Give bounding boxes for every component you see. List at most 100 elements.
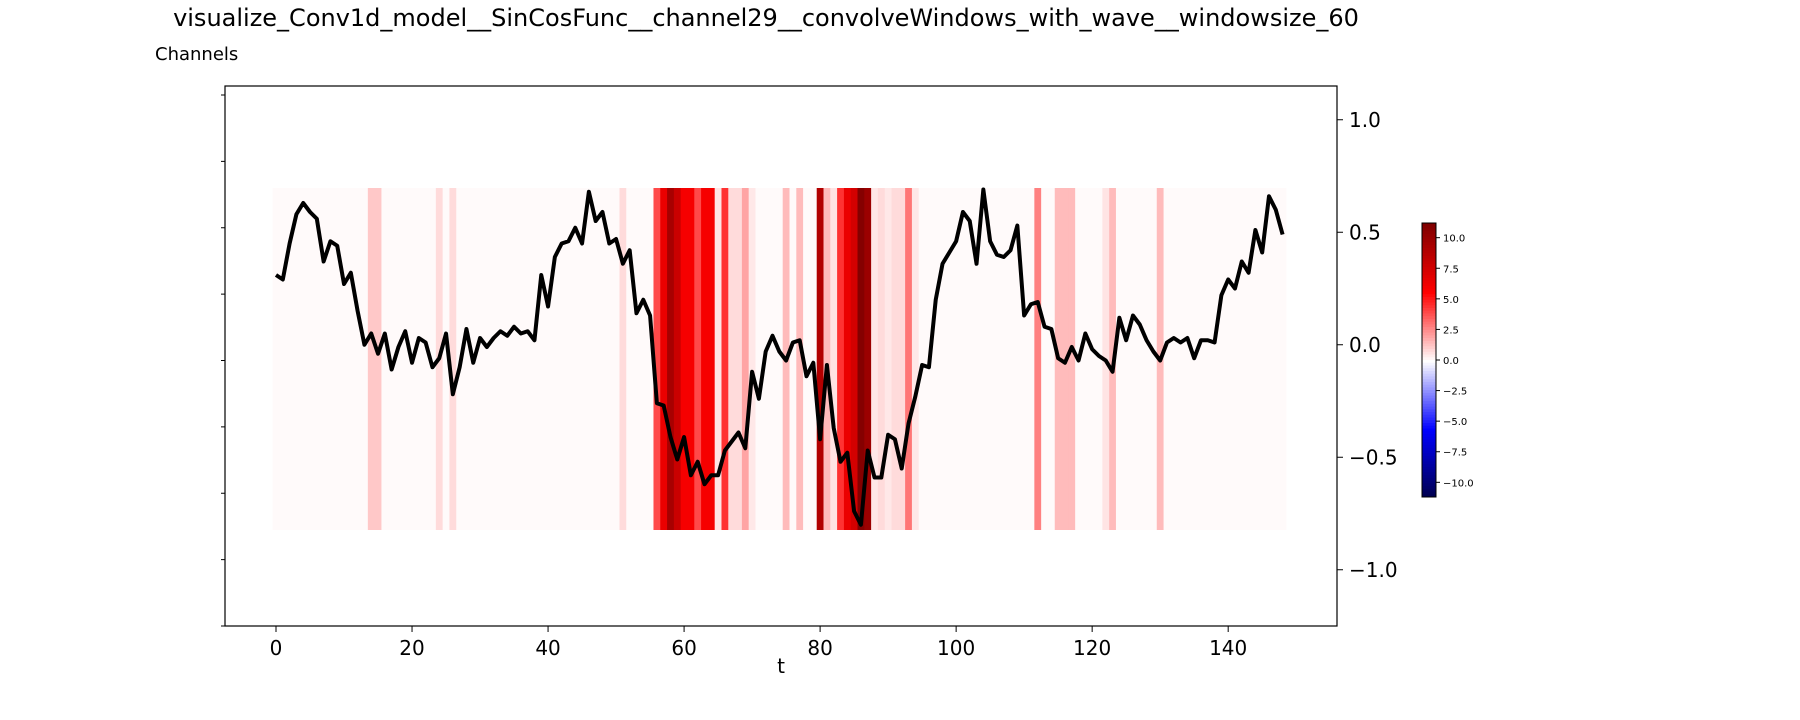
- colorbar-segment: [1422, 488, 1436, 493]
- y-axis-right: −1.0 −0.5 0.0 0.5 1.0: [1337, 108, 1398, 582]
- colorbar-segment: [1422, 491, 1436, 495]
- heatmap-cell: [354, 188, 362, 530]
- colorbar-segment: [1422, 269, 1436, 273]
- heatmap-cell: [1177, 188, 1185, 530]
- heatmap-cell: [286, 188, 294, 530]
- heatmap-cell: [735, 188, 743, 530]
- colorbar-segment: [1422, 349, 1436, 353]
- y-tick-label: −0.5: [1349, 445, 1398, 469]
- colorbar-segment: [1422, 329, 1436, 334]
- heatmap-cell: [1027, 188, 1035, 530]
- colorbar-segment: [1422, 223, 1436, 227]
- colorbar-segment: [1422, 466, 1436, 471]
- heatmap-cell: [490, 188, 498, 530]
- heatmap-cell: [755, 188, 763, 530]
- colorbar-segment: [1422, 368, 1436, 372]
- heatmap-cell: [823, 188, 831, 530]
- heatmap-cell: [667, 188, 675, 530]
- colorbar-segment: [1422, 296, 1436, 301]
- colorbar-segment: [1422, 433, 1436, 438]
- colorbar-segment: [1422, 475, 1436, 479]
- heatmap-cell: [973, 188, 981, 530]
- colorbar-segment: [1422, 360, 1436, 364]
- heatmap-cell: [340, 188, 348, 530]
- colorbar-segment: [1422, 381, 1436, 386]
- colorbar: −10.0 −7.5 −5.0 −2.5 0.0 2.5 5.0 7.5 10.0: [1421, 222, 1474, 498]
- colorbar-segment: [1422, 286, 1436, 290]
- heatmap-cell: [449, 188, 457, 530]
- heatmap-cell: [741, 188, 750, 530]
- heatmap-cell: [1258, 188, 1266, 530]
- heatmap-cell: [959, 188, 967, 530]
- colorbar-segment: [1422, 291, 1436, 295]
- heatmap-cell: [1068, 188, 1076, 530]
- colorbar-segment: [1422, 343, 1436, 347]
- x-tick-label: 140: [1209, 636, 1247, 660]
- colorbar-tick-label: 2.5: [1443, 325, 1459, 336]
- heatmap-cell: [585, 188, 593, 530]
- heatmap-cell: [653, 188, 661, 530]
- colorbar-segment: [1422, 483, 1436, 487]
- heatmap-cell: [701, 188, 709, 530]
- heatmap-cell: [347, 188, 355, 530]
- heatmap-cell: [333, 188, 342, 530]
- heatmap-cell: [1020, 188, 1028, 530]
- heatmap-cell: [1095, 188, 1103, 530]
- heatmap-cell: [748, 188, 756, 530]
- heatmap-cell: [809, 188, 818, 530]
- heatmap-cell: [367, 188, 376, 530]
- heatmap-cell: [1122, 188, 1130, 530]
- heatmap-cell: [381, 188, 389, 530]
- x-tick-label: 0: [270, 636, 283, 660]
- colorbar-segment: [1422, 299, 1436, 303]
- colorbar-segment: [1422, 450, 1436, 454]
- series-line: [274, 187, 1285, 527]
- heatmap-cell: [911, 188, 920, 530]
- colorbar-segment: [1422, 340, 1436, 345]
- colorbar-tick-label: 0.0: [1443, 356, 1459, 367]
- colorbar-segment: [1422, 236, 1436, 240]
- colorbar-segment: [1422, 390, 1436, 394]
- heatmap-cell: [422, 188, 430, 530]
- x-tick-label: 60: [671, 636, 696, 660]
- colorbar-segment: [1422, 420, 1436, 424]
- heatmap-cell: [558, 188, 566, 530]
- heatmap-cell: [1217, 188, 1226, 530]
- chart-title: visualize_Conv1d_model__SinCosFunc__chan…: [173, 4, 1359, 32]
- colorbar-segment: [1422, 447, 1436, 451]
- colorbar-segment: [1422, 469, 1436, 473]
- colorbar-segment: [1422, 425, 1436, 429]
- colorbar-segment: [1422, 264, 1436, 268]
- heatmap-cell: [687, 188, 695, 530]
- colorbar-segment: [1422, 258, 1436, 262]
- heatmap-cell: [871, 188, 879, 530]
- colorbar-segment: [1422, 444, 1436, 449]
- heatmap-cell: [503, 188, 512, 530]
- heatmap-cell: [510, 188, 518, 530]
- colorbar-segment: [1422, 412, 1436, 416]
- heatmap-cell: [830, 188, 838, 530]
- y-tick-label: 0.5: [1349, 220, 1381, 244]
- colorbar-segment: [1422, 453, 1436, 457]
- heatmap-cell: [320, 188, 328, 530]
- heatmap-cell: [1013, 188, 1022, 530]
- colorbar-segment: [1422, 373, 1436, 377]
- heatmap-cell: [891, 188, 899, 530]
- colorbar-segment: [1422, 431, 1436, 435]
- heatmap-cell: [769, 188, 777, 530]
- colorbar-segment: [1422, 480, 1436, 484]
- colorbar-segment: [1422, 228, 1436, 232]
- heatmap-cell: [673, 188, 682, 530]
- heatmap-cell: [497, 188, 505, 530]
- colorbar-segment: [1422, 255, 1436, 260]
- x-axis: 0 20 40 60 80 100 120 140: [270, 626, 1247, 660]
- chart-subtitle: Channels: [155, 44, 238, 65]
- colorbar-segment: [1422, 442, 1436, 446]
- colorbar-segment: [1422, 266, 1436, 271]
- heatmap-cell: [293, 188, 301, 530]
- heatmap-cell: [1183, 188, 1192, 530]
- heatmap-cell: [619, 188, 627, 530]
- colorbar-segment: [1422, 472, 1436, 476]
- colorbar-segment: [1422, 387, 1436, 391]
- x-tick-label: 20: [399, 636, 424, 660]
